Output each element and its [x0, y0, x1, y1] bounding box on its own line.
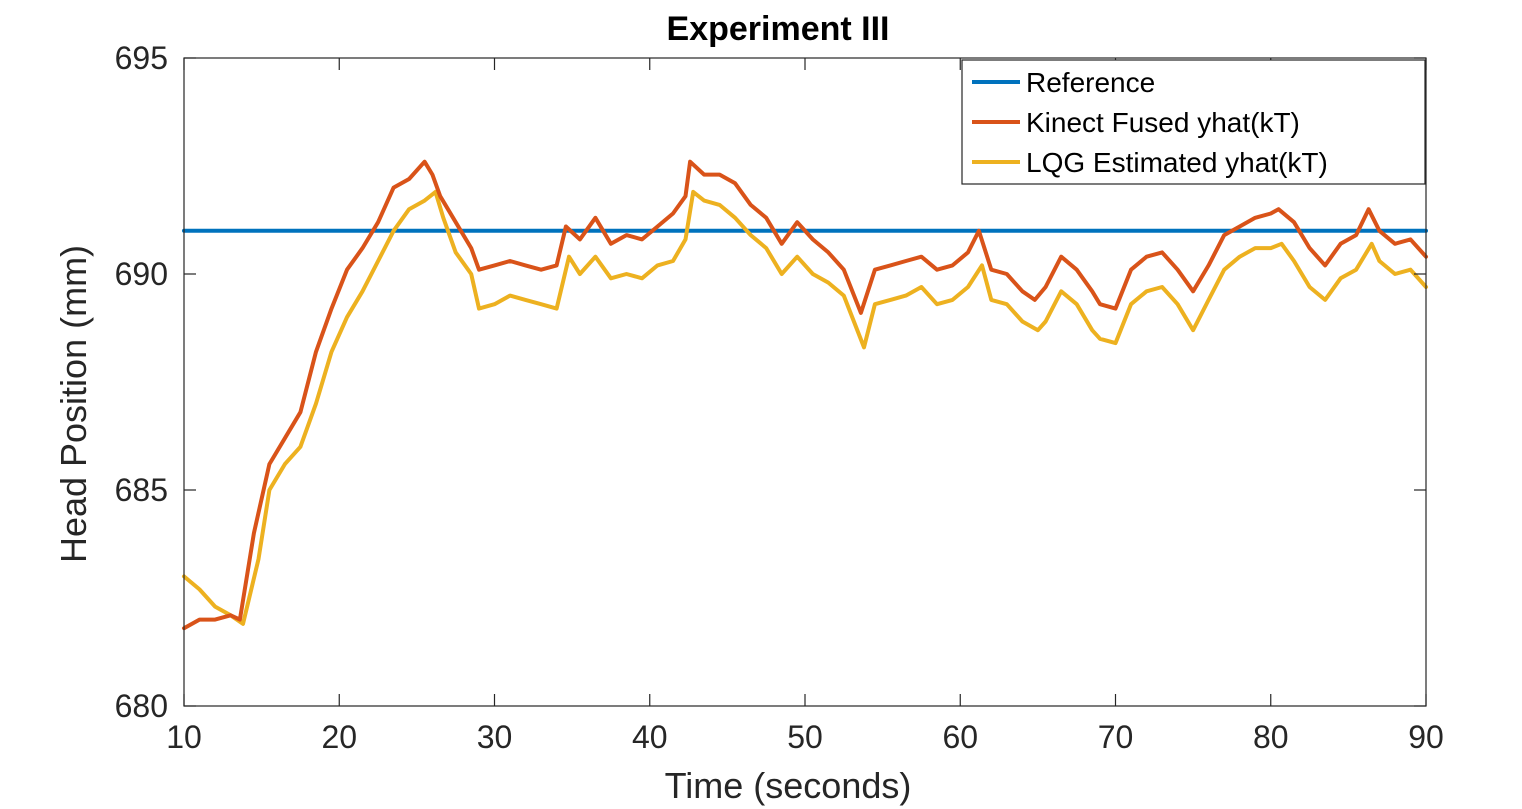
- x-axis-label: Time (seconds): [665, 765, 912, 806]
- x-tick-label: 80: [1253, 719, 1289, 755]
- series-line-lqg-estimated-yhat-kt: [182, 189, 1428, 626]
- series-line-kinect-fused-yhat-kt: [182, 159, 1428, 631]
- x-tick-label: 90: [1408, 719, 1444, 755]
- chart-title: Experiment III: [667, 10, 890, 48]
- y-tick-label: 690: [115, 256, 168, 292]
- x-tick-label: 10: [166, 719, 202, 755]
- y-tick-label: 680: [115, 688, 168, 724]
- x-tick-label: 60: [942, 719, 978, 755]
- legend-label: Kinect Fused yhat(kT): [1026, 107, 1300, 138]
- x-tick-label: 20: [321, 719, 357, 755]
- y-axis-label: Head Position (mm): [53, 245, 94, 563]
- x-tick-label: 50: [787, 719, 823, 755]
- series-layer: [182, 159, 1428, 631]
- x-tick-label: 40: [632, 719, 668, 755]
- legend-label: Reference: [1026, 67, 1155, 98]
- y-tick-label: 695: [115, 40, 168, 76]
- x-tick-label: 30: [477, 719, 513, 755]
- legend-label: LQG Estimated yhat(kT): [1026, 147, 1328, 178]
- y-tick-label: 685: [115, 472, 168, 508]
- legend-box: [961, 59, 1426, 185]
- ticks-layer: 10 20 30 40 50 60 70 80 90 680 685 690 695: [115, 40, 1444, 755]
- legend: Reference Kinect Fused yhat(kT) LQG Estima…: [961, 59, 1426, 185]
- x-tick-label: 70: [1098, 719, 1134, 755]
